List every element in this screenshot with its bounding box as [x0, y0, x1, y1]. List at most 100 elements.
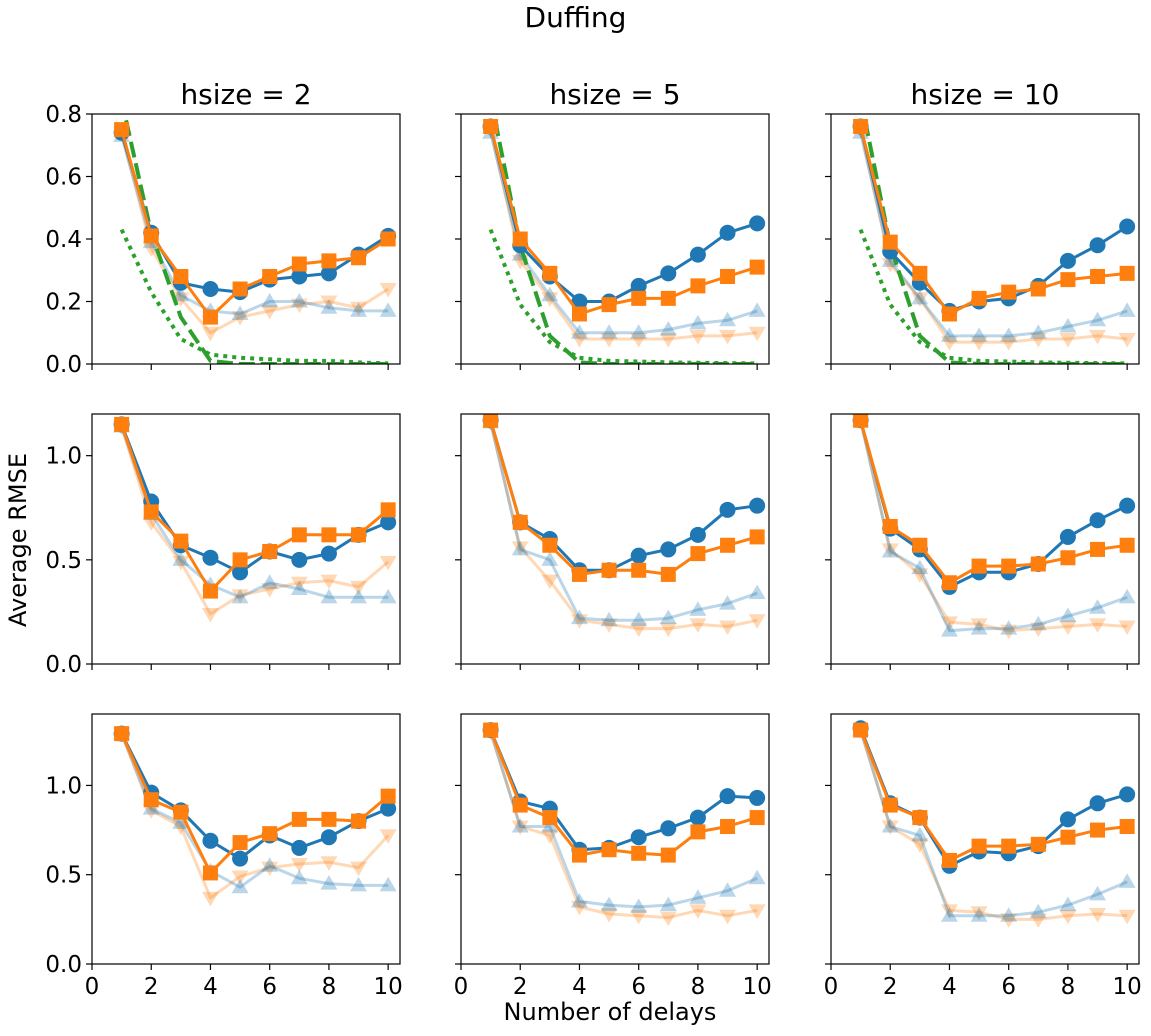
point-square-x1 [853, 119, 869, 134]
x-tick-label: 10 [1113, 974, 1142, 1000]
point-triangle-down-x4 [570, 333, 588, 348]
point-triangle-up-x8 [689, 889, 707, 904]
point-triangle-down-x9 [1089, 329, 1107, 345]
axes-frame [91, 713, 401, 965]
point-triangle-down-x9 [1089, 618, 1107, 633]
point-triangle-up-x5 [970, 327, 988, 342]
point-square-x5 [232, 552, 248, 568]
point-square-x2 [882, 234, 898, 250]
series-line-triangle-down [859, 419, 1128, 633]
point-circle-x9 [719, 501, 736, 518]
point-square-x6 [631, 562, 647, 578]
point-square-x9 [720, 269, 736, 284]
point-triangle-down-x9 [350, 301, 368, 317]
x-tick-label: 0 [454, 974, 469, 1000]
point-square-x4 [202, 309, 218, 325]
point-square-x4 [941, 306, 957, 322]
point-circle-x10 [1119, 786, 1136, 803]
point-triangle-down-x8 [1059, 909, 1077, 925]
y-tick-label: 0.5 [45, 548, 82, 574]
point-triangle-up-x10 [379, 876, 397, 892]
point-circle-x10 [380, 800, 397, 817]
point-square-x1 [114, 416, 130, 432]
series-line-dashed [124, 119, 389, 364]
y-tick-label: 1.0 [45, 444, 82, 470]
point-triangle-up-x10 [379, 588, 397, 604]
point-circle-x6 [630, 829, 647, 846]
point-square-x3 [542, 810, 558, 826]
point-triangle-up-x5 [231, 305, 249, 320]
point-square-x5 [601, 562, 617, 578]
point-square-x4 [202, 583, 218, 599]
figure-title: Duffing [524, 1, 627, 34]
point-triangle-up-x6 [1000, 907, 1018, 922]
y-axis-label: Average RMSE [4, 453, 32, 627]
point-triangle-up-x10 [379, 302, 397, 317]
panel-r1-c1: 0.0 0.2 0.4 0.6 0.8 hsize = 2 [45, 78, 401, 378]
point-triangle-down-x6 [1000, 913, 1018, 928]
point-square-x5 [232, 281, 248, 297]
point-square-x6 [1001, 284, 1017, 300]
point-square-x9 [1090, 541, 1106, 557]
point-triangle-down-x9 [719, 329, 737, 345]
panel-r3-c3: 0 2 4 6 8 10 [824, 713, 1142, 1000]
point-triangle-down-x8 [320, 574, 338, 590]
point-square-x7 [291, 811, 307, 827]
series-line-square [489, 126, 758, 316]
panel-title: hsize = 2 [180, 78, 311, 111]
point-triangle-down-x7 [1029, 913, 1047, 928]
point-triangle-down-x6 [1000, 624, 1018, 640]
point-triangle-down-x7 [1029, 333, 1047, 348]
x-tick-label: 10 [374, 974, 403, 1000]
point-triangle-up-x5 [231, 878, 249, 894]
point-triangle-down-x6 [261, 583, 279, 598]
point-triangle-up-x10 [1118, 302, 1136, 317]
series-line-triangle-up [859, 729, 1128, 918]
point-triangle-up-x7 [290, 869, 308, 885]
point-circle-x9 [1089, 237, 1106, 254]
point-square-x3 [173, 533, 189, 549]
point-triangle-up-x4 [940, 327, 958, 342]
point-triangle-up-x5 [970, 907, 988, 922]
point-circle-x10 [749, 215, 766, 232]
point-square-x2 [882, 519, 898, 534]
plot-area [113, 725, 397, 907]
plot-area [113, 416, 397, 623]
point-triangle-up-x6 [630, 611, 648, 627]
point-triangle-down-x8 [320, 295, 338, 310]
point-square-x6 [262, 269, 278, 284]
point-square-x10 [1119, 265, 1135, 281]
plot-area [852, 118, 1136, 364]
point-triangle-up-x10 [748, 869, 766, 885]
series-line-circle [859, 126, 1129, 313]
point-square-x9 [720, 819, 736, 834]
point-triangle-down-x3 [172, 292, 190, 307]
point-triangle-up-x10 [1118, 588, 1136, 604]
point-square-x4 [941, 852, 957, 868]
point-square-x4 [941, 575, 957, 591]
point-triangle-up-x5 [600, 896, 618, 912]
point-triangle-down-x2 [511, 820, 529, 835]
point-triangle-up-x3 [911, 289, 929, 305]
point-triangle-down-x4 [201, 608, 219, 623]
point-square-x5 [971, 558, 987, 574]
series-line-square [120, 129, 390, 319]
point-triangle-down-x10 [1118, 909, 1136, 925]
series-line-square [859, 419, 1128, 585]
point-circle-x10 [749, 497, 766, 514]
point-triangle-up-x4 [940, 622, 958, 637]
point-triangle-down-x10 [748, 326, 766, 342]
point-triangle-down-x5 [970, 336, 988, 351]
point-triangle-down-x5 [231, 311, 249, 326]
point-triangle-down-x7 [659, 911, 677, 927]
point-triangle-up-x2 [511, 818, 529, 833]
y-tick-label: 0.2 [45, 290, 82, 316]
point-triangle-down-x7 [290, 858, 308, 873]
point-square-x1 [114, 726, 130, 742]
point-square-x10 [380, 231, 396, 247]
point-triangle-up-x3 [541, 286, 559, 302]
point-triangle-up-x3 [911, 826, 929, 842]
x-tick-label: 6 [631, 974, 646, 1000]
panel-r2-c2 [455, 413, 770, 670]
point-triangle-down-x10 [1118, 333, 1136, 348]
